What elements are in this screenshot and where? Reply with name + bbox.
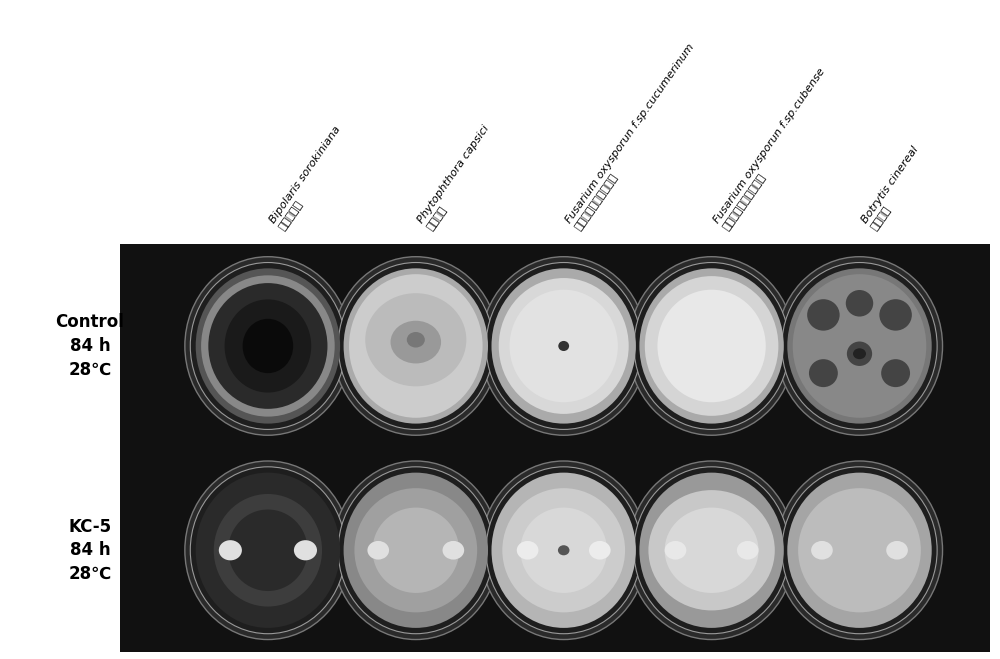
Ellipse shape — [787, 268, 932, 424]
Ellipse shape — [208, 283, 327, 409]
Ellipse shape — [367, 541, 389, 559]
Ellipse shape — [639, 268, 784, 424]
Ellipse shape — [486, 467, 641, 634]
Ellipse shape — [344, 473, 488, 628]
Ellipse shape — [782, 467, 937, 634]
Ellipse shape — [499, 278, 629, 414]
Ellipse shape — [344, 268, 488, 424]
Ellipse shape — [338, 262, 493, 430]
Ellipse shape — [185, 461, 351, 639]
Ellipse shape — [811, 541, 833, 559]
Ellipse shape — [782, 262, 937, 430]
Ellipse shape — [486, 262, 641, 430]
Ellipse shape — [333, 461, 499, 639]
Ellipse shape — [886, 541, 908, 559]
Ellipse shape — [737, 541, 759, 559]
Ellipse shape — [807, 299, 840, 331]
Ellipse shape — [372, 507, 459, 593]
Ellipse shape — [793, 274, 926, 418]
Text: Botrytis cinereal
灰葡萄孢: Botrytis cinereal 灰葡萄孢 — [860, 145, 930, 232]
Ellipse shape — [634, 262, 789, 430]
Ellipse shape — [517, 541, 538, 559]
Ellipse shape — [665, 541, 686, 559]
Ellipse shape — [809, 359, 838, 387]
Ellipse shape — [853, 349, 866, 359]
Ellipse shape — [491, 268, 636, 424]
Ellipse shape — [481, 257, 647, 435]
Ellipse shape — [491, 473, 636, 628]
Ellipse shape — [558, 545, 569, 556]
Ellipse shape — [228, 509, 308, 591]
Ellipse shape — [190, 262, 346, 430]
Ellipse shape — [225, 299, 311, 393]
Ellipse shape — [629, 461, 795, 639]
Text: KC-5
84 h
28℃: KC-5 84 h 28℃ — [68, 518, 112, 583]
Ellipse shape — [349, 274, 483, 418]
Ellipse shape — [881, 359, 910, 387]
Ellipse shape — [776, 461, 943, 639]
Text: Phytophthora capsici
辣椒疫霞: Phytophthora capsici 辣椒疫霞 — [416, 124, 501, 232]
Ellipse shape — [365, 293, 466, 386]
Ellipse shape — [634, 467, 789, 634]
Ellipse shape — [354, 488, 477, 612]
Ellipse shape — [629, 257, 795, 435]
Ellipse shape — [589, 541, 611, 559]
Ellipse shape — [558, 341, 569, 351]
Ellipse shape — [847, 341, 872, 366]
Ellipse shape — [190, 467, 346, 634]
Ellipse shape — [787, 473, 932, 628]
Ellipse shape — [481, 461, 647, 639]
Text: Control
84 h
28℃: Control 84 h 28℃ — [56, 314, 124, 378]
Ellipse shape — [648, 490, 775, 610]
Ellipse shape — [214, 494, 322, 606]
Ellipse shape — [520, 507, 607, 593]
Ellipse shape — [333, 257, 499, 435]
Ellipse shape — [502, 488, 625, 612]
Ellipse shape — [196, 473, 340, 628]
Ellipse shape — [391, 321, 441, 364]
Ellipse shape — [665, 507, 759, 593]
Ellipse shape — [798, 488, 921, 612]
Ellipse shape — [196, 268, 340, 424]
Ellipse shape — [510, 290, 618, 402]
Text: Fusarium oxysporun f.sp.cubense
尖孢锴刀菌香蕉专化型: Fusarium oxysporun f.sp.cubense 尖孢锴刀菌香蕉专… — [712, 67, 836, 232]
Text: Bipolaris sorokiniana
平脑滴抗菌: Bipolaris sorokiniana 平脑滴抗菌 — [268, 125, 352, 232]
Ellipse shape — [639, 473, 784, 628]
Ellipse shape — [645, 276, 778, 416]
Text: Fusarium oxysporun f.sp.cucumerinum
尖孢锴刀菌黄瓜专化型: Fusarium oxysporun f.sp.cucumerinum 尖孢锴刀… — [564, 42, 706, 232]
Ellipse shape — [776, 257, 943, 435]
Ellipse shape — [879, 299, 912, 331]
Ellipse shape — [201, 275, 335, 416]
Ellipse shape — [657, 290, 766, 402]
Ellipse shape — [846, 290, 873, 316]
Ellipse shape — [185, 257, 351, 435]
Ellipse shape — [443, 541, 464, 559]
Ellipse shape — [243, 319, 293, 373]
Ellipse shape — [294, 540, 317, 560]
Ellipse shape — [407, 332, 425, 347]
Ellipse shape — [338, 467, 493, 634]
Ellipse shape — [219, 540, 242, 560]
